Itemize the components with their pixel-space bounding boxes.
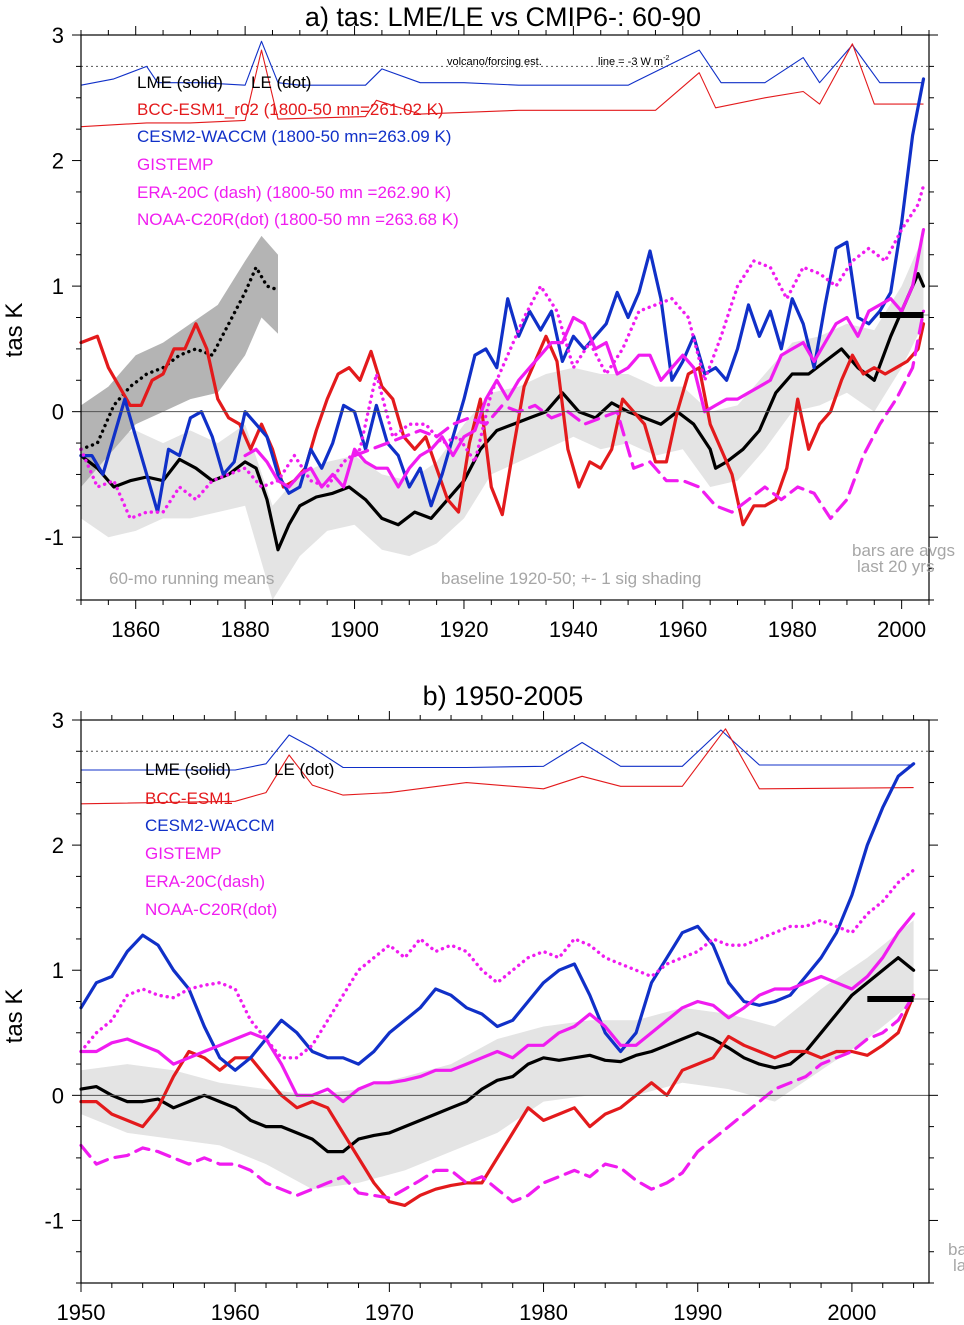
x-tick-label-2000: 2000	[827, 1300, 876, 1325]
series-lme-solid	[79, 272, 926, 552]
x-tick-label-1990: 1990	[673, 1300, 722, 1325]
legend-b-cesm: CESM2-WACCM	[145, 816, 275, 835]
series-noaa-c20r-dot	[79, 868, 916, 1060]
legend-b-era20c: ERA-20C(dash)	[145, 872, 265, 891]
panel-b: b) 1950-2005 tas K 1950 1960 1970 1980 1990 2…	[1, 681, 964, 1325]
band-le-1-sig	[81, 235, 278, 487]
series-noaa-c20r-dot	[79, 183, 926, 521]
panel-b-legend: LME (solid) LE (dot) BCC-ESM1 CESM2-WACC…	[145, 760, 334, 919]
panel-a: a) tas: LME/LE vs CMIP6-: 60-90 tas K 18…	[1, 2, 955, 642]
panel-a-ylabel: tas K	[1, 303, 28, 358]
running-mean-note: 60-mo running means	[109, 569, 274, 588]
legend-noaa: NOAA-C20R(dot) (1800-50 mn =263.68 K)	[137, 210, 459, 229]
band-lme-1-sig	[81, 920, 914, 1190]
x-tick-label-1980: 1980	[768, 617, 817, 642]
panel-b-axes: 1950 1960 1970 1980 1990 2000 -1 0 1 2 3	[44, 708, 938, 1325]
legend-le: LE (dot)	[251, 73, 311, 92]
y-tick-label--1: -1	[44, 1208, 64, 1233]
legend-gistemp: GISTEMP	[137, 155, 214, 174]
forcing-cesm2-forcing	[80, 40, 924, 86]
x-tick-label-2000: 2000	[877, 617, 926, 642]
x-tick-label-1970: 1970	[365, 1300, 414, 1325]
panel-a-title: a) tas: LME/LE vs CMIP6-: 60-90	[305, 2, 701, 32]
forcing-cesm2-forcing	[81, 729, 914, 771]
panel-a-legend: LME (solid) LE (dot) BCC-ESM1_r02 (1800-…	[137, 73, 459, 229]
legend-b-lme: LME (solid)	[145, 760, 231, 779]
series-bcc-esm1-solid	[79, 993, 916, 1208]
panel-b-bands	[81, 920, 914, 1190]
baseline-note: baseline 1920-50; +- 1 sig shading	[441, 569, 701, 588]
x-tick-label-1960: 1960	[658, 617, 707, 642]
series-cesm2-waccm-solid	[79, 762, 916, 1072]
y-tick-label-0: 0	[52, 1083, 64, 1108]
y-tick-label-2: 2	[52, 833, 64, 858]
y-tick-label-3: 3	[52, 708, 64, 733]
series-bcc-esm1-solid	[79, 322, 926, 527]
panel-b-series	[79, 762, 929, 1208]
panel-b-title: b) 1950-2005	[423, 681, 584, 711]
panel-b-ylabel: tas K	[1, 989, 28, 1044]
forcing-bcc-forcing	[80, 43, 924, 128]
bars-note-1: bars are avgs	[852, 541, 955, 560]
panel-a-bands	[81, 235, 924, 600]
legend-bcc: BCC-ESM1_r02 (1800-50 mn=261.02 K)	[137, 100, 444, 119]
series-le-dot	[79, 265, 280, 451]
y-tick-label-1: 1	[52, 274, 64, 299]
panel-a-forcing	[80, 40, 929, 128]
legend-cesm: CESM2-WACCM (1800-50 mn=263.09 K)	[137, 127, 451, 146]
series-lme-solid	[79, 956, 916, 1154]
legend-b-gistemp: GISTEMP	[145, 844, 222, 863]
forcing-bcc-forcing	[80, 728, 914, 805]
series-era-20c-dash	[352, 309, 926, 521]
y-tick-label-3: 3	[52, 23, 64, 48]
y-tick-label-1: 1	[52, 958, 64, 983]
legend-b-le: LE (dot)	[274, 760, 334, 779]
x-tick-label-1980: 1980	[519, 1300, 568, 1325]
y-tick-label-0: 0	[52, 400, 64, 425]
bars-note-b-1: ba	[948, 1240, 964, 1259]
panel-a-axes: 1860 1880 1900 1920 1940 1960 1980 2000 -1 0 1 2 3	[44, 23, 938, 642]
x-tick-label-1950: 1950	[57, 1300, 106, 1325]
band-lme-1-sig	[81, 235, 924, 600]
panel-a-series	[79, 77, 929, 552]
y-tick-label--1: -1	[44, 525, 64, 550]
series-gistemp-solid	[79, 912, 916, 1104]
x-tick-label-1860: 1860	[111, 617, 160, 642]
bars-note-b-2: la	[953, 1256, 964, 1275]
x-tick-label-1920: 1920	[439, 617, 488, 642]
legend-b-bcc: BCC-ESM1	[145, 789, 233, 808]
forcing-note: volcano/forcing est.	[447, 56, 542, 68]
panel-b-forcing	[80, 728, 929, 805]
bars-note-2: last 20 yrs	[857, 557, 934, 576]
x-tick-label-1880: 1880	[221, 617, 270, 642]
x-tick-label-1940: 1940	[549, 617, 598, 642]
y-tick-label-2: 2	[52, 149, 64, 174]
series-era-20c-dash	[79, 993, 916, 1204]
legend-b-noaa: NOAA-C20R(dot)	[145, 900, 277, 919]
forcing-line-note: line = -3 W m-2	[598, 55, 669, 68]
x-tick-label-1960: 1960	[211, 1300, 260, 1325]
legend-lme: LME (solid)	[137, 73, 223, 92]
series-cesm2-waccm-solid	[79, 77, 926, 514]
legend-era20c: ERA-20C (dash) (1800-50 mn =262.90 K)	[137, 183, 451, 202]
x-tick-label-1900: 1900	[330, 617, 379, 642]
